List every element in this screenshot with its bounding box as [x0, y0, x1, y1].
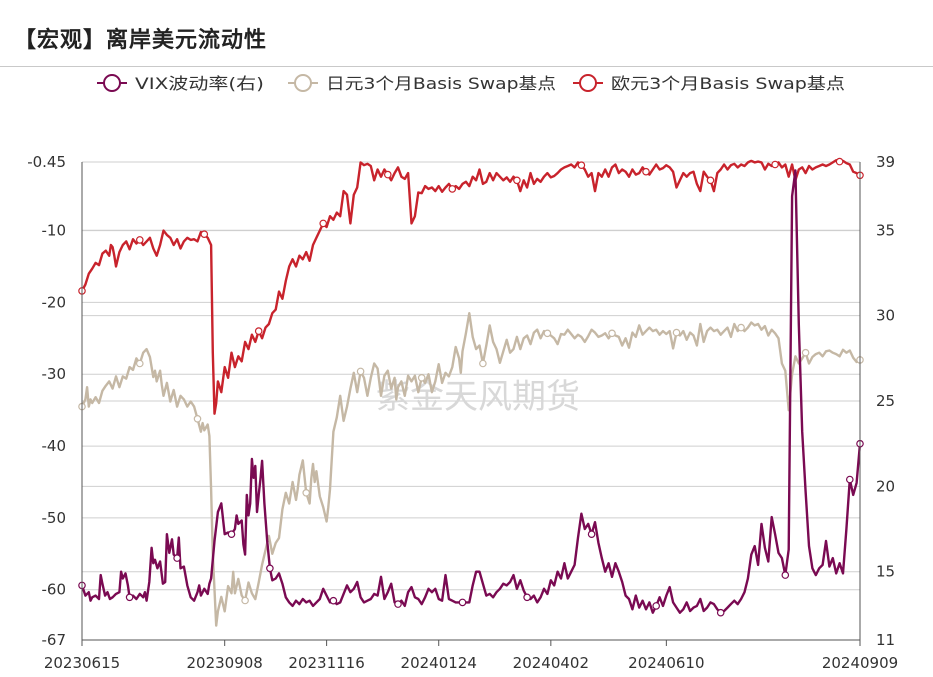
data-point-vix[interactable]	[266, 564, 274, 573]
data-point-vix[interactable]	[652, 602, 661, 610]
data-point-eur[interactable]	[200, 230, 209, 239]
data-point-vix[interactable]	[394, 600, 402, 608]
data-point-eur[interactable]	[448, 185, 457, 193]
series-line-eur	[80, 159, 861, 415]
data-point-jpy[interactable]	[801, 348, 810, 357]
axes	[81, 162, 861, 646]
data-point-eur[interactable]	[706, 176, 715, 185]
series-line-jpy	[80, 312, 861, 627]
data-point-jpy[interactable]	[241, 596, 249, 605]
data-point-vix[interactable]	[781, 571, 790, 579]
x-tick-label: 20240909	[822, 654, 898, 672]
left-axis-ticks: -0.45 -10 -20 -30 -40 -50 -60 -67	[27, 153, 66, 649]
legend-label: VIX波动率(右)	[135, 74, 264, 93]
legend-item-vix[interactable]: VIX波动率(右)	[97, 74, 264, 93]
left-tick-label: -0.45	[27, 153, 66, 171]
data-point-eur[interactable]	[771, 160, 779, 169]
data-point-eur[interactable]	[513, 176, 521, 185]
legend-item-jpy[interactable]: 日元3个月Basis Swap基点	[288, 74, 556, 93]
data-point-eur[interactable]	[642, 167, 650, 176]
right-tick-label: 30	[876, 307, 895, 325]
left-tick-label: -60	[42, 581, 67, 599]
data-point-jpy[interactable]	[302, 488, 311, 497]
title-divider	[0, 66, 933, 67]
data-point-eur[interactable]	[254, 327, 263, 335]
data-point-jpy[interactable]	[479, 359, 487, 368]
right-tick-label: 11	[876, 631, 895, 649]
legend[interactable]: VIX波动率(右) 日元3个月Basis Swap基点 欧元3个月Basis Swa…	[97, 74, 845, 93]
right-tick-label: 25	[876, 392, 895, 410]
x-tick-label: 20240610	[628, 654, 704, 672]
data-point-eur[interactable]	[319, 219, 328, 228]
left-tick-label: -20	[42, 293, 67, 311]
legend-marker	[103, 74, 121, 92]
series-jpy	[78, 312, 864, 627]
data-point-vix[interactable]	[587, 530, 596, 539]
legend-label: 欧元3个月Basis Swap基点	[611, 74, 845, 93]
data-point-jpy[interactable]	[417, 373, 426, 382]
left-tick-label: -50	[42, 509, 67, 527]
left-tick-label: -67	[42, 631, 67, 649]
x-axis-ticks: 20230615 20230908 20231116 20240124 20240402…	[44, 654, 898, 672]
x-tick-label: 20230908	[187, 654, 263, 672]
legend-item-eur[interactable]: 欧元3个月Basis Swap基点	[573, 74, 845, 93]
legend-marker	[579, 74, 597, 92]
x-tick-label: 20240124	[401, 654, 477, 672]
series-eur	[78, 157, 864, 415]
left-tick-label: -30	[42, 365, 67, 383]
data-point-vix[interactable]	[125, 593, 134, 602]
data-point-eur[interactable]	[136, 236, 144, 244]
right-tick-label: 20	[876, 477, 895, 495]
left-tick-label: -10	[42, 222, 67, 240]
page-title: 【宏观】离岸美元流动性	[14, 28, 268, 53]
data-point-jpy[interactable]	[672, 328, 681, 337]
data-point-vix[interactable]	[716, 608, 725, 617]
data-point-eur[interactable]	[835, 157, 844, 166]
watermark-text: 紫金天风期货	[376, 377, 580, 417]
right-tick-label: 39	[876, 153, 895, 171]
data-point-vix[interactable]	[227, 530, 236, 539]
x-tick-label: 20230615	[44, 654, 120, 672]
data-point-eur[interactable]	[383, 170, 392, 179]
data-point-vix[interactable]	[173, 554, 181, 562]
data-point-jpy[interactable]	[543, 329, 552, 338]
right-tick-label: 35	[876, 221, 895, 239]
data-point-vix[interactable]	[329, 596, 338, 605]
left-tick-label: -40	[42, 437, 67, 455]
x-tick-label: 20231116	[288, 654, 364, 672]
x-tick-label: 20240402	[513, 654, 589, 672]
right-axis-ticks: 39 35 30 25 20 15 11	[876, 153, 895, 649]
data-point-jpy[interactable]	[608, 329, 616, 338]
data-point-jpy[interactable]	[356, 367, 365, 376]
legend-label: 日元3个月Basis Swap基点	[326, 74, 556, 93]
data-point-vix[interactable]	[845, 475, 854, 484]
data-point-vix[interactable]	[458, 598, 467, 607]
data-point-jpy[interactable]	[136, 359, 144, 368]
data-point-eur[interactable]	[577, 161, 586, 170]
data-point-jpy[interactable]	[737, 323, 745, 332]
right-tick-label: 15	[876, 563, 895, 581]
data-point-jpy[interactable]	[193, 414, 202, 423]
data-point-vix[interactable]	[523, 593, 531, 602]
legend-marker	[294, 74, 312, 92]
